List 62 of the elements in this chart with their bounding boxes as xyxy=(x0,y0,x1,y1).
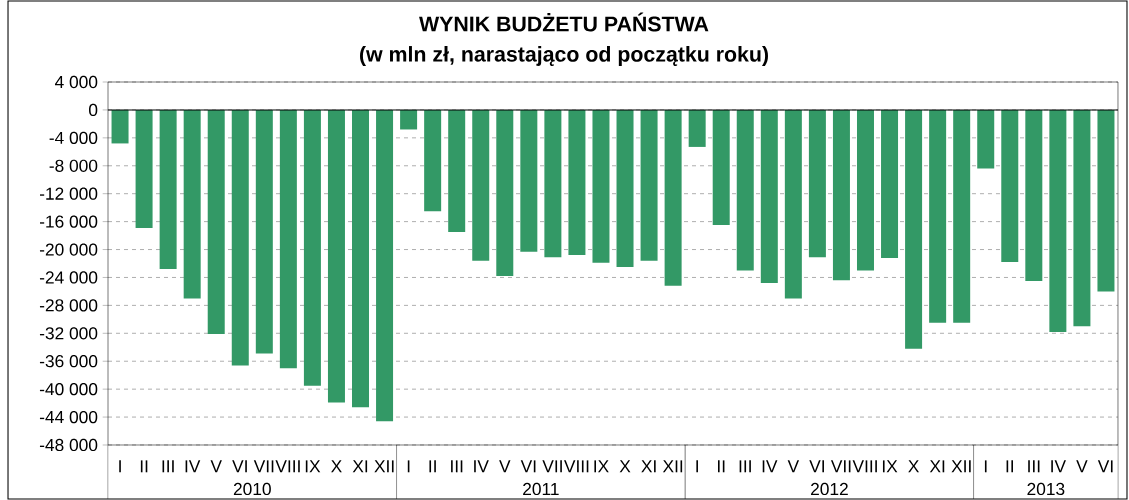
x-tick-label: X xyxy=(331,460,342,473)
x-tick-label: IV xyxy=(474,460,489,473)
text: 2013 xyxy=(1027,482,1065,496)
x-tick-label: VII xyxy=(542,460,562,473)
text: 2012 xyxy=(811,482,848,496)
x-tick-label: I xyxy=(407,460,410,473)
x-tick-label: I xyxy=(984,460,987,473)
text: 2011 xyxy=(523,482,559,496)
x-tick-label: III xyxy=(451,460,463,473)
chart-title: WYNIK BUDŻETU PAŃSTWA xyxy=(419,12,709,32)
y-tick-label: -32 000 xyxy=(39,327,98,340)
x-tick-label: VI xyxy=(1097,460,1113,473)
y-tick-label: -16 000 xyxy=(39,215,98,228)
y-tick-label: -44 000 xyxy=(39,410,98,424)
x-tick-label: VI xyxy=(809,460,824,473)
y-tick-label: -28 000 xyxy=(39,299,98,312)
x-tick-label: XII xyxy=(374,460,394,473)
x-tick-label: X xyxy=(908,460,920,473)
y-tick-label: -40 000 xyxy=(39,383,98,396)
x-tick-label: III xyxy=(162,460,174,473)
x-tick-label: II xyxy=(718,460,725,473)
x-tick-label: V xyxy=(787,460,800,473)
x-tick-label: V xyxy=(1076,460,1088,473)
x-tick-label: IV xyxy=(185,460,201,473)
x-tick-label: III xyxy=(1028,460,1040,473)
x-tick-label: IV xyxy=(1051,460,1066,473)
x-tick-label: IX xyxy=(594,460,609,473)
x-tick-label: X xyxy=(619,460,631,473)
x-tick-label: IV xyxy=(762,460,778,473)
y-tick-label: 4 000 xyxy=(54,75,98,89)
y-tick-label: -48 000 xyxy=(39,438,98,452)
y-tick-label: -12 000 xyxy=(39,187,98,200)
x-tick-label: VII xyxy=(830,460,851,473)
x-tick-label: XII xyxy=(662,460,683,473)
x-tick-label: I xyxy=(696,460,698,473)
y-tick-label: -20 000 xyxy=(39,243,98,256)
y-tick-label: -8 000 xyxy=(49,159,98,172)
x-tick-label: VIII xyxy=(564,460,589,473)
x-tick-label: XII xyxy=(951,460,971,473)
y-tick-label: 0 xyxy=(89,103,98,117)
y-tick-label: -36 000 xyxy=(39,355,98,368)
chart-subtitle: (w mln zł, narastająco od początku roku) xyxy=(360,46,768,66)
y-tick-label: -4 000 xyxy=(49,131,98,144)
y-tick-label: -24 000 xyxy=(39,271,98,284)
x-tick-label: V xyxy=(499,460,511,473)
x-tick-label: III xyxy=(739,460,751,473)
x-tick-label: IX xyxy=(882,460,898,473)
x-tick-label: IX xyxy=(305,460,321,473)
x-tick-label: V xyxy=(210,460,222,473)
x-tick-label: II xyxy=(140,460,148,473)
x-tick-label: II xyxy=(1006,460,1013,473)
x-tick-label: VI xyxy=(232,460,247,473)
x-tick-label: VIII xyxy=(852,460,877,473)
x-tick-label: VIII xyxy=(275,460,300,473)
x-tick-label: I xyxy=(119,460,121,473)
x-tick-label: VI xyxy=(520,460,536,473)
x-tick-label: XI xyxy=(641,460,656,473)
x-tick-label: VII xyxy=(253,460,274,473)
x-tick-label: XI xyxy=(929,460,945,473)
x-tick-label: II xyxy=(429,460,436,473)
text: 2010 xyxy=(233,482,271,496)
x-tick-label: XI xyxy=(352,460,368,473)
